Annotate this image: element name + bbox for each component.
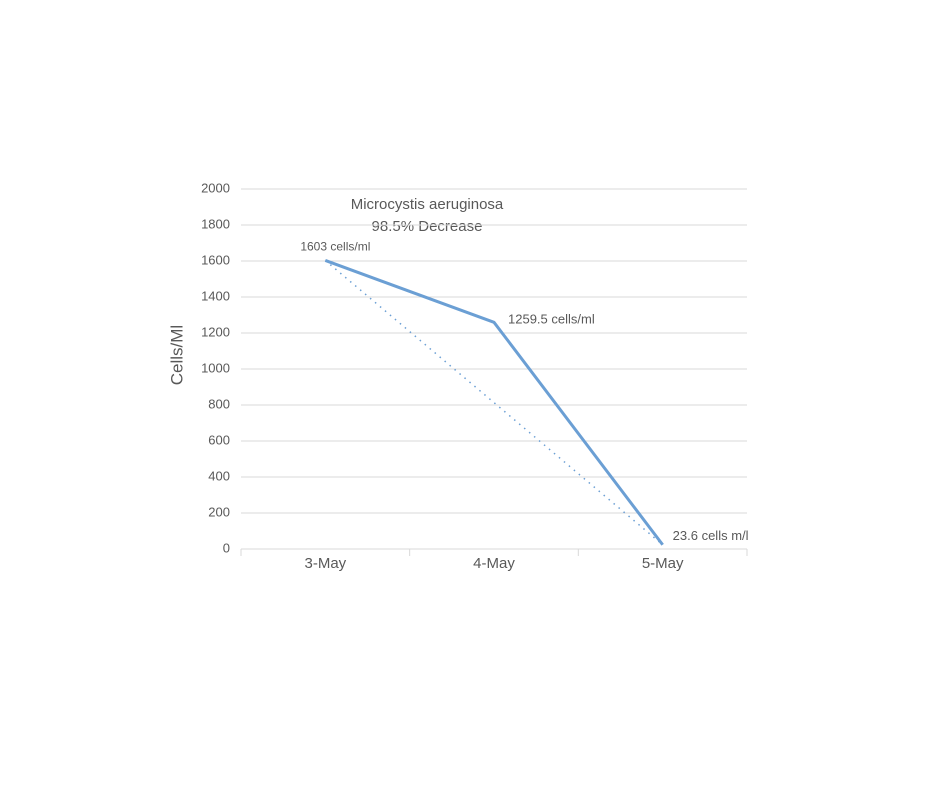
data-label: 1603 cells/ml: [300, 240, 370, 254]
y-tick-label: 2000: [201, 180, 230, 195]
y-tick-label: 0: [223, 540, 230, 555]
y-tick-label: 400: [208, 468, 230, 483]
chart-subtitle: 98.5% Decrease: [372, 218, 483, 235]
x-tick-label: 5-May: [642, 555, 684, 572]
y-tick-label: 1000: [201, 360, 230, 375]
data-line: [324, 259, 664, 546]
x-tick-label: 4-May: [473, 555, 515, 572]
data-label: 23.6 cells m/l: [673, 528, 749, 543]
y-tick-label: 1400: [201, 288, 230, 303]
data-label: 1259.5 cells/ml: [508, 312, 595, 327]
x-tick-label: 3-May: [304, 555, 346, 572]
chart-title: Microcystis aeruginosa: [351, 196, 504, 213]
y-tick-label: 1800: [201, 216, 230, 231]
y-tick-label: 600: [208, 432, 230, 447]
trendline: [324, 259, 664, 546]
y-tick-label: 1200: [201, 324, 230, 339]
y-axis-label: Cells/Ml: [167, 325, 186, 385]
y-tick-label: 800: [208, 396, 230, 411]
y-tick-label: 200: [208, 504, 230, 519]
y-tick-label: 1600: [201, 252, 230, 267]
